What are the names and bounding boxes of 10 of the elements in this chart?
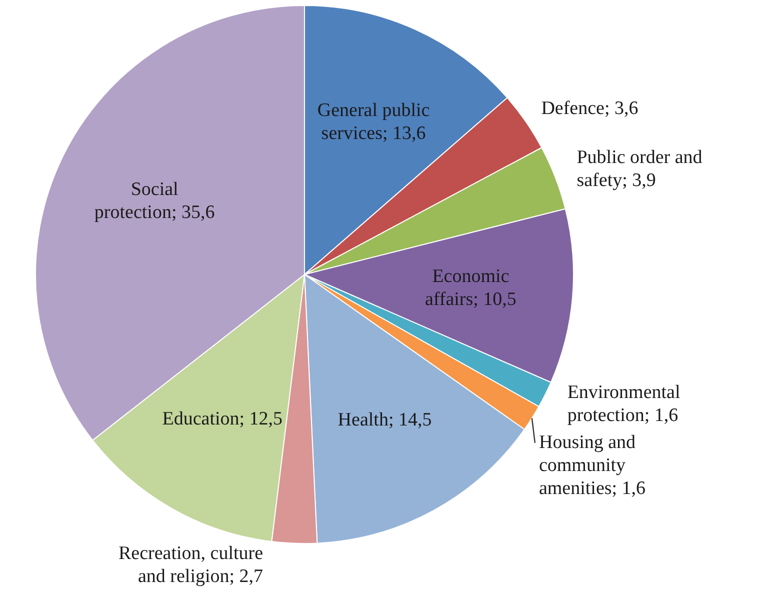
slice-label: Recreation, culture and religion; 2,7 <box>118 542 264 587</box>
slice-label: Environmental protection; 1,6 <box>567 382 680 426</box>
slice-label: Housing and community amenities; 1,6 <box>538 432 646 499</box>
slice-label: Education; 12,5 <box>162 408 283 430</box>
slice-label: Social protection; 35,6 <box>94 178 215 223</box>
slice-label: Economic affairs; 10,5 <box>424 266 516 310</box>
slice-label: Defence; 3,6 <box>541 98 638 120</box>
slice-label: Public order and safety; 3,9 <box>576 147 703 192</box>
slice-label: Health; 14,5 <box>338 410 432 431</box>
slice-label: General public services; 13,6 <box>317 100 430 144</box>
